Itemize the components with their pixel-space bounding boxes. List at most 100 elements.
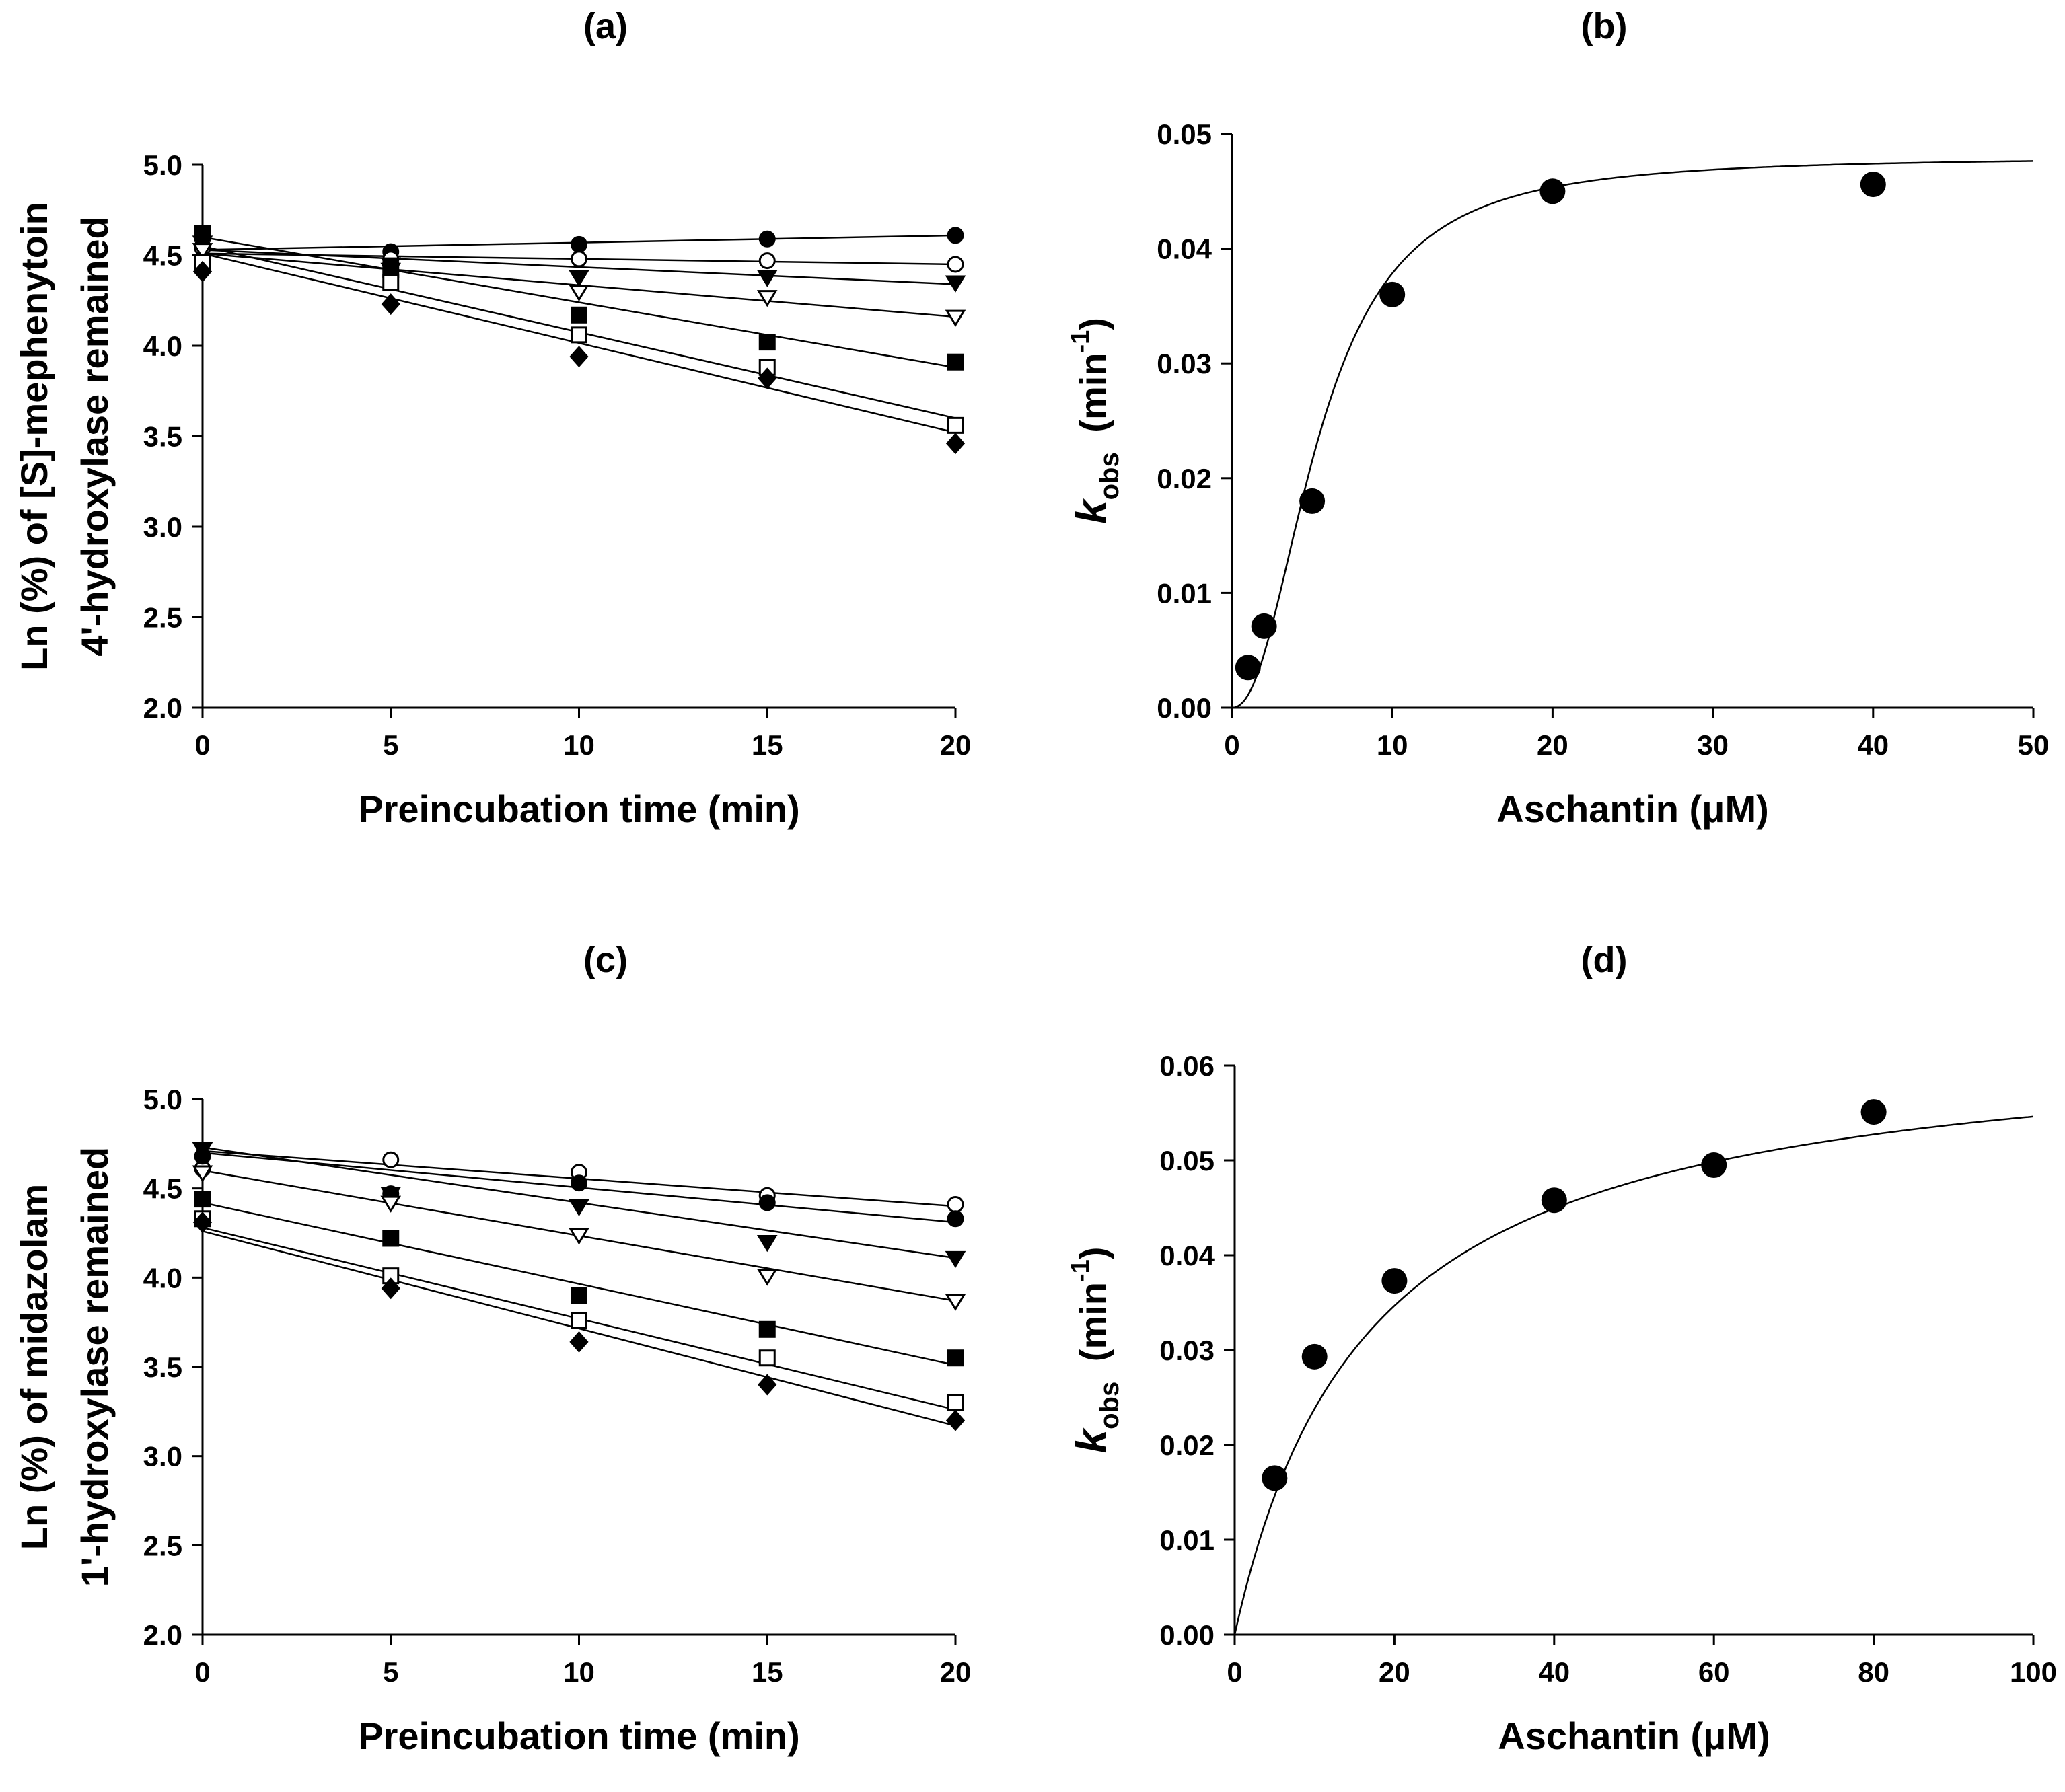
data-point <box>192 1211 213 1234</box>
x-tick-label: 80 <box>1858 1656 1889 1688</box>
x-tick-label: 20 <box>940 729 972 761</box>
y-tick-label: 0.05 <box>1159 1145 1215 1177</box>
x-tick-label: 0 <box>194 1656 210 1688</box>
x-tick-label: 20 <box>1537 729 1568 761</box>
y-tick-label: 0.02 <box>1157 463 1212 494</box>
data-point <box>569 1199 589 1217</box>
data-point <box>945 433 966 455</box>
panel-a: (a) 0 5 10 15 20 2.0 2.5 3.0 3.5 4.0 4.5 5.0 Preincu… <box>0 0 1032 895</box>
y-axis-label-part: -1 <box>1066 330 1095 353</box>
x-tick-label: 10 <box>563 729 595 761</box>
x-tick-label: 5 <box>383 1656 398 1688</box>
x-tick-label: 20 <box>940 1656 972 1688</box>
data-point <box>194 1191 211 1208</box>
data-point <box>569 1228 589 1245</box>
y-tick-label: 5.0 <box>143 1084 182 1115</box>
data-point <box>945 1294 966 1311</box>
y-axis-label-part: (min <box>1072 352 1114 443</box>
chart-b: 0 10 20 30 40 50 0.00 0.01 0.02 0.03 0.04 0.05 Ascha… <box>1066 118 2050 830</box>
y-tick-label: 2.0 <box>143 692 182 724</box>
y-tick-label: 0.01 <box>1157 577 1212 609</box>
data-point <box>1860 172 1886 198</box>
x-axis-label: Aschantin (μM) <box>1496 788 1768 830</box>
data-point <box>756 270 778 287</box>
data-point <box>569 270 589 287</box>
y-tick-label: 0.00 <box>1157 692 1212 724</box>
panel-title: (d) <box>1581 940 1628 980</box>
x-axis-label: Preincubation time (min) <box>358 788 800 830</box>
data-point <box>381 293 400 315</box>
data-point <box>756 1269 778 1286</box>
x-tick-label: 20 <box>1379 1656 1410 1688</box>
data-point <box>947 353 964 371</box>
data-point <box>571 1312 587 1329</box>
x-axis-label: Preincubation time (min) <box>358 1715 800 1757</box>
data-point <box>1701 1152 1727 1179</box>
x-tick-label: 50 <box>2018 729 2050 761</box>
chart-a: 0 5 10 15 20 2.0 2.5 3.0 3.5 4.0 4.5 5.0 Preincubati… <box>13 149 972 830</box>
y-tick-label: 0.05 <box>1157 118 1212 150</box>
data-point <box>756 1234 778 1253</box>
data-point <box>945 309 966 327</box>
data-point <box>947 256 964 273</box>
data-point <box>571 1287 587 1304</box>
data-point <box>380 1195 402 1213</box>
data-point <box>758 230 776 248</box>
data-point <box>947 416 964 434</box>
x-tick-label: 5 <box>383 729 398 761</box>
y-axis-label-part: k <box>1067 498 1116 524</box>
data-point <box>1381 1268 1408 1294</box>
x-tick-label: 0 <box>1227 1656 1242 1688</box>
y-tick-label: 0.01 <box>1159 1524 1215 1556</box>
data-point <box>947 1196 964 1214</box>
data-point <box>382 1230 400 1247</box>
panel-title: (b) <box>1581 6 1628 46</box>
data-point <box>947 1210 964 1228</box>
data-point <box>569 1331 589 1353</box>
data-point <box>192 260 213 283</box>
y-tick-label: 2.5 <box>143 602 182 634</box>
fit-curve <box>1231 160 2034 709</box>
data-point <box>1539 178 1566 204</box>
data-point <box>1301 1343 1328 1370</box>
x-tick-label: 15 <box>752 1656 783 1688</box>
data-point <box>569 285 589 302</box>
x-tick-label: 100 <box>2010 1656 2057 1688</box>
chart-c: 0 5 10 15 20 2.0 2.5 3.0 3.5 4.0 4.5 5.0 Preincubati… <box>13 1084 972 1757</box>
y-axis-label-part: -1 <box>1066 1259 1095 1282</box>
y-tick-label: 0.06 <box>1159 1050 1215 1082</box>
data-point <box>571 1174 587 1192</box>
y-tick-label: 3.5 <box>143 421 182 453</box>
y-axis-label-part: obs <box>1095 1382 1124 1429</box>
y-tick-label: 2.5 <box>143 1530 182 1561</box>
y-tick-label: 5.0 <box>143 149 182 181</box>
data-point <box>571 306 587 324</box>
x-axis-label: Aschantin (μM) <box>1498 1715 1770 1757</box>
data-point <box>758 1320 776 1338</box>
data-point <box>382 274 400 291</box>
data-point <box>192 243 213 260</box>
data-point <box>947 227 964 244</box>
data-point <box>756 290 778 307</box>
y-axis-label-part: ) <box>1072 318 1114 330</box>
y-tick-label: 0.04 <box>1159 1240 1215 1271</box>
x-tick-label: 40 <box>1857 729 1889 761</box>
y-tick-label: 0.04 <box>1157 233 1212 265</box>
data-point <box>758 1349 776 1367</box>
x-tick-label: 0 <box>194 729 210 761</box>
data-point <box>1251 613 1277 639</box>
fit-line <box>202 1201 956 1366</box>
y-tick-label: 4.0 <box>143 1262 182 1294</box>
data-point <box>1262 1465 1288 1491</box>
y-tick-label: 0.00 <box>1159 1619 1215 1651</box>
data-point <box>192 1142 213 1160</box>
data-point <box>758 1374 777 1396</box>
data-point <box>1299 488 1326 514</box>
y-tick-label: 3.0 <box>143 1441 182 1472</box>
data-point <box>381 1277 400 1300</box>
x-tick-label: 0 <box>1224 729 1239 761</box>
y-axis-label: 1'-hydroxylase remained <box>73 1147 116 1588</box>
x-tick-label: 60 <box>1698 1656 1730 1688</box>
data-point <box>380 1187 402 1204</box>
y-axis-label: kobs (min-1) <box>1066 1247 1124 1454</box>
